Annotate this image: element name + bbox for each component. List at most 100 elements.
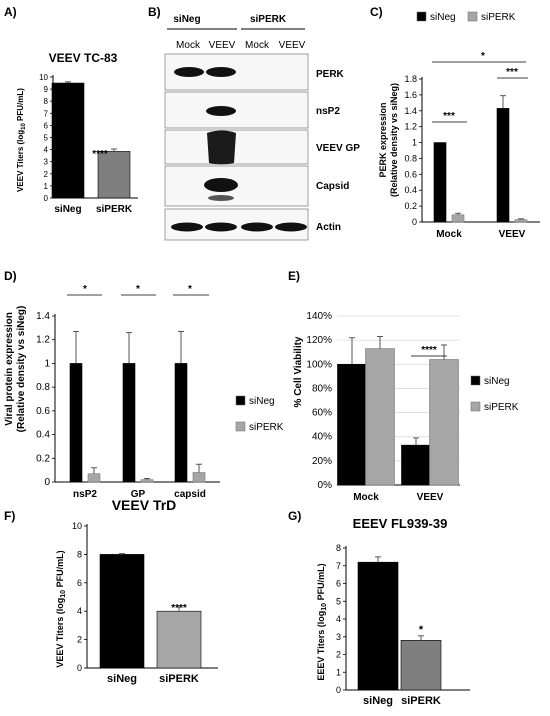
chart-g-plot: 0 1 2 3 4 5 6 7 8 siNeg siPERK [336, 543, 470, 707]
x-tick-label: siPERK [159, 673, 199, 685]
y-tick-label: 1 [44, 358, 50, 369]
y-tick-label: 3 [44, 158, 49, 167]
x-tick-label: siNeg [363, 695, 393, 707]
y-tick-label: 1.2 [404, 122, 417, 132]
y-tick-label: 4 [336, 614, 341, 624]
panel-f: F) VEEV TrD VEEV Titers (log10 PFU/mL) 0… [4, 497, 218, 685]
y-tick-label: 1 [44, 182, 49, 191]
y-tick-label: 1.4 [404, 106, 417, 116]
chart-title: VEEV TC-83 [49, 51, 118, 65]
y-tick-label: 0% [318, 480, 333, 491]
y-tick-label: 5 [44, 134, 49, 143]
bar [514, 219, 528, 223]
y-axis-label: VEEV Titers (log10 PFU/mL) [16, 88, 27, 192]
blot-band [206, 67, 236, 77]
y-axis-label: Viral protein expression [4, 312, 15, 426]
panel-letter: E) [288, 269, 300, 283]
panel-letter: B) [148, 5, 161, 19]
y-tick-label: 9 [44, 85, 49, 94]
y-tick-label: 1.4 [36, 311, 50, 322]
blot-label: nsP2 [316, 106, 340, 117]
y-axis-label: PERK expression [378, 102, 388, 177]
y-tick-label: 5 [336, 596, 341, 606]
bar [496, 108, 510, 223]
blot-label: PERK [316, 69, 345, 80]
x-tick-label: VEEV [417, 492, 444, 503]
y-tick-label: 100% [306, 359, 332, 370]
y-tick-label: 6 [77, 578, 82, 588]
bar [451, 214, 465, 223]
significance-marker: * [188, 284, 192, 295]
blot-band [208, 195, 234, 201]
y-tick-label: 10 [39, 73, 48, 82]
blot-label: Actin [316, 222, 341, 233]
y-tick-label: 7 [44, 109, 49, 118]
chart-d-plot: 0 0.2 0.4 0.6 0.8 1 1.2 1.4 nsP2 GP capsid siNeg siP… [36, 311, 284, 500]
y-tick-label: 0 [44, 477, 50, 488]
y-tick-label: 140% [306, 311, 332, 322]
significance-marker: * [83, 284, 87, 295]
y-tick-label: 2 [44, 170, 49, 179]
x-tick-label: siPERK [401, 695, 441, 707]
x-tick-label: siNeg [107, 673, 137, 685]
panel-letter: C) [370, 5, 383, 19]
blot-label: VEEV GP [316, 143, 360, 154]
y-axis-label: VEEV Titers (log10 PFU/mL) [55, 550, 67, 667]
bar [99, 554, 145, 669]
blot-band [174, 67, 204, 77]
legend-swatch [470, 401, 481, 412]
y-tick-label: 6 [44, 121, 49, 130]
legend-swatch [235, 421, 246, 432]
bar [429, 359, 459, 486]
blot-band [207, 130, 236, 165]
significance-marker: *** [506, 67, 518, 78]
legend-swatch [235, 395, 246, 406]
blot-band [241, 222, 273, 232]
blot-band [204, 178, 238, 192]
significance-marker: *** [443, 111, 455, 122]
x-tick-label: GP [131, 489, 146, 500]
y-tick-label: 4 [77, 606, 82, 616]
y-tick-label: 1 [412, 138, 417, 148]
y-tick-label: 1.6 [404, 90, 417, 100]
y-tick-label: 2 [77, 635, 82, 645]
panel-letter: D) [4, 269, 17, 283]
panel-letter: A) [4, 5, 17, 19]
y-axis-label: (Relative density vs siNeg) [16, 306, 27, 433]
y-tick-label: 0 [77, 663, 82, 673]
legend-label: siNeg [484, 376, 510, 387]
lane-label: VEEV [209, 40, 236, 51]
x-tick-label: Mock [353, 492, 379, 503]
legend-label: siPERK [481, 12, 516, 23]
panel-letter: F) [4, 509, 15, 523]
panel-e: E) % Cell Viability 0% 20% 40% 60% 80% 100% 12… [288, 269, 519, 503]
y-tick-label: 0.6 [404, 169, 417, 179]
legend-swatch [467, 11, 478, 22]
y-tick-label: 120% [306, 335, 332, 346]
blot-band [171, 222, 203, 232]
legend-swatch [416, 11, 427, 22]
x-tick-label: Mock [436, 229, 462, 240]
y-tick-label: 0.4 [36, 430, 50, 441]
panel-b: B) siNeg siPERK Mock VEEV Mock VEEV PERK… [148, 5, 360, 241]
blot-band [205, 222, 237, 232]
significance-marker: **** [171, 603, 187, 614]
y-axis-label: EEEV Titers (log10 PFU/mL) [316, 563, 328, 680]
panel-a: A) VEEV TC-83 VEEV Titers (log10 PFU/mL)… [4, 5, 138, 215]
lane-label: Mock [245, 40, 270, 51]
chart-title: VEEV TrD [112, 497, 177, 513]
y-tick-label: 0.2 [36, 453, 50, 464]
y-tick-label: 0.4 [404, 185, 417, 195]
y-tick-label: 0.2 [404, 201, 417, 211]
y-tick-label: 6 [336, 579, 341, 589]
chart-e-plot: 0% 20% 40% 60% 80% 100% 120% 140% Mock VEEV siNeg s… [306, 311, 518, 503]
chart-a-plot: 0 1 2 3 4 5 6 7 8 9 10 siNeg siPERK [39, 73, 138, 215]
x-tick-label: siPERK [96, 204, 133, 215]
y-axis-label: % Cell Viability [293, 336, 304, 407]
y-tick-label: 0.6 [36, 406, 50, 417]
blot-strip [164, 91, 309, 129]
significance-marker: * [136, 284, 140, 295]
y-tick-label: 1.2 [36, 335, 50, 346]
y-axis-label: (Relative density vs siNeg) [389, 83, 399, 197]
